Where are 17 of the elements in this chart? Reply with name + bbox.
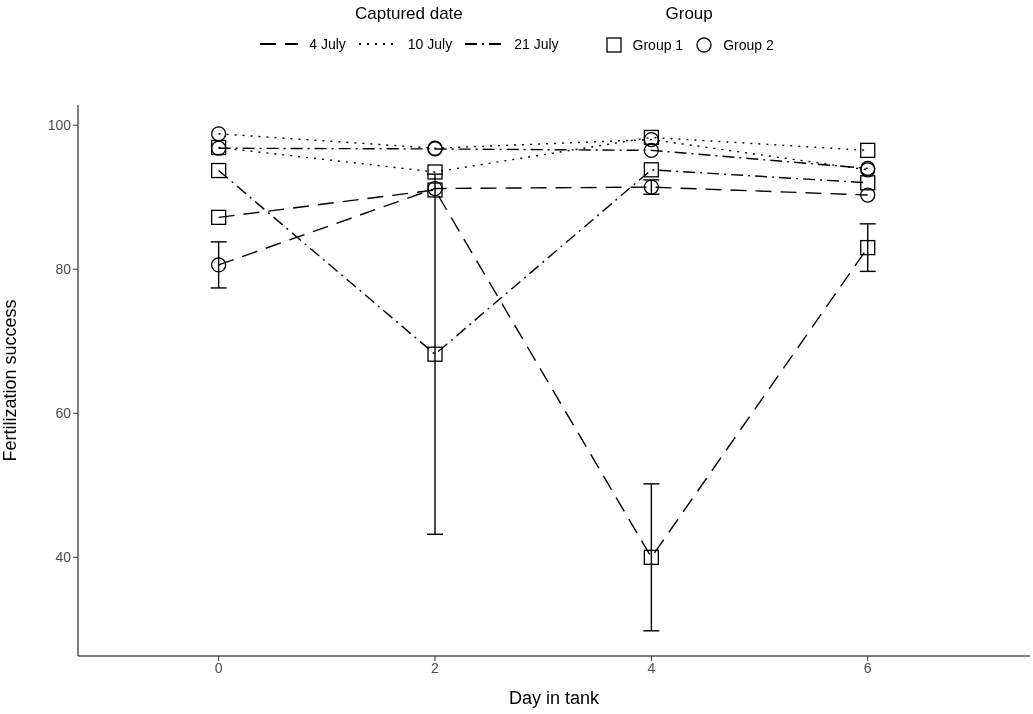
legend-title: Captured date	[355, 4, 463, 24]
legend-label: 21 July	[514, 36, 559, 52]
x-tick-label: 0	[214, 659, 223, 676]
y-axis-title: Fertilization success	[0, 299, 21, 462]
text: Group 1	[632, 37, 684, 53]
y-tick-label: 60	[55, 405, 72, 422]
legend-label: 4 July	[309, 36, 346, 52]
y-tick-label: 40	[55, 549, 72, 566]
text: Group	[665, 4, 713, 24]
legend-label: 10 July	[407, 36, 453, 52]
x-tick-label: 2	[431, 659, 440, 676]
text: Group 2	[723, 37, 774, 53]
x-axis-title: Day in tank	[508, 688, 601, 708]
y-tick-label: 80	[55, 261, 72, 278]
y-tick-label: 100	[47, 117, 72, 134]
x-tick-label: 4	[647, 659, 656, 676]
x-tick-label: 6	[863, 659, 872, 676]
